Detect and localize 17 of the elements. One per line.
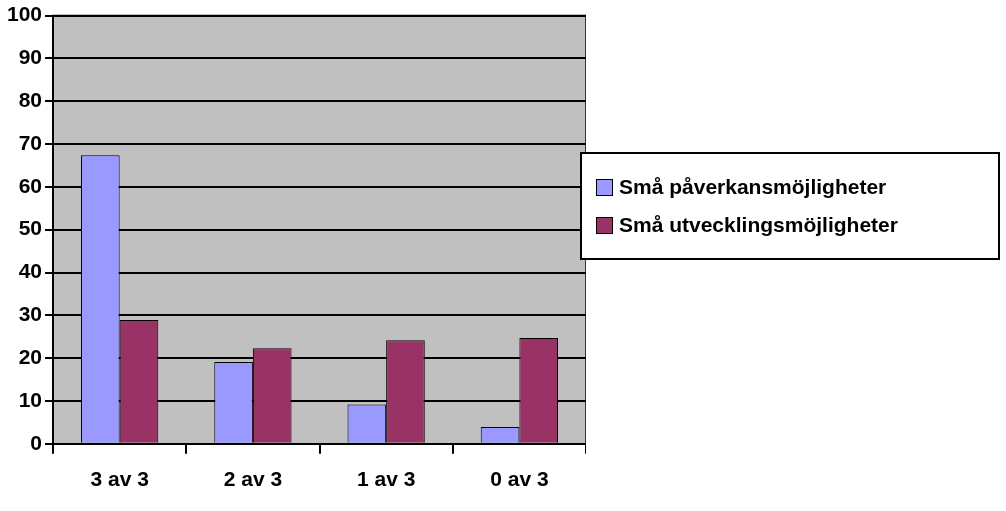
x-tick-label: 0 av 3	[490, 467, 549, 491]
y-tick-label: 20	[18, 344, 43, 368]
y-tick-label: 10	[18, 387, 43, 411]
y-tick-label: 30	[18, 302, 43, 326]
y-tick-label: 100	[6, 2, 43, 26]
x-tick-label: 2 av 3	[223, 467, 283, 491]
legend-label: Små utvecklingsmöjligheter	[619, 213, 898, 237]
legend-label: Små påverkansmöjligheter	[619, 175, 887, 199]
x-tick-label: 1 av 3	[356, 467, 416, 491]
y-tick-label: 80	[18, 88, 43, 112]
y-tick-label: 70	[18, 130, 43, 154]
y-tick-label: 0	[30, 430, 43, 454]
y-tick-label: 60	[18, 173, 43, 197]
y-tick-label: 50	[18, 216, 43, 240]
y-tick-label: 40	[18, 259, 43, 283]
x-tick-label: 3 av 3	[90, 467, 149, 491]
y-tick-label: 90	[18, 45, 43, 69]
